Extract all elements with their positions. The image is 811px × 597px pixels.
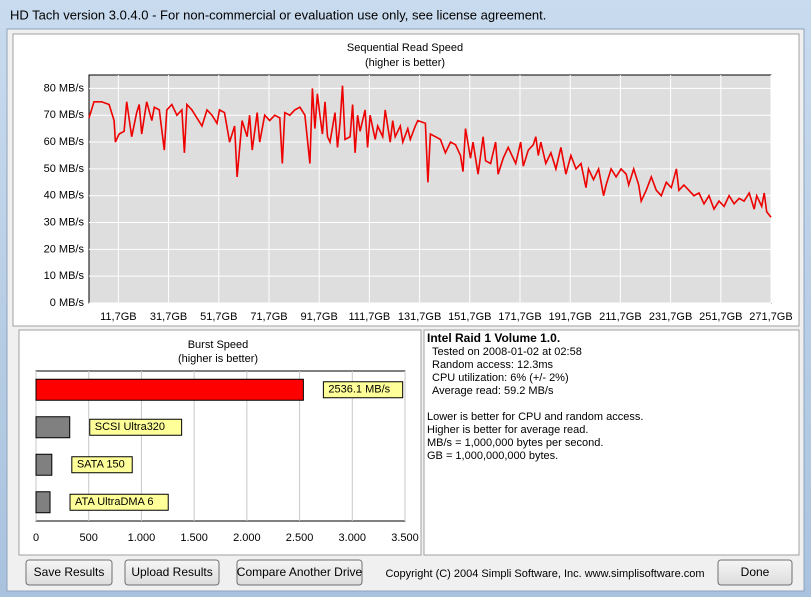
button-label[interactable]: Upload Results [131, 565, 212, 579]
category-label: ATA UltraDMA 6 [75, 496, 153, 508]
y-tick-label: 80 MB/s [44, 82, 85, 94]
copyright: Copyright (C) 2004 Simpli Software, Inc.… [385, 568, 704, 580]
x-tick-label: 11,7GB [100, 311, 137, 323]
info-note: Lower is better for CPU and random acces… [427, 411, 643, 423]
button[interactable] [236, 559, 363, 586]
y-tick-label: 60 MB/s [44, 136, 85, 148]
info-stat: Average read: 59.2 MB/s [432, 385, 554, 397]
x-tick-label: 151,7GB [448, 311, 491, 323]
x-tick-label: 91,7GB [301, 311, 338, 323]
info-stat: CPU utilization: 6% (+/- 2%) [432, 372, 569, 384]
x-tick-label: 1.000 [128, 532, 156, 544]
category-label: SCSI Ultra320 [95, 421, 165, 433]
bar [35, 453, 53, 476]
button-label[interactable]: Done [741, 565, 770, 579]
info-note: MB/s = 1,000,000 bytes per second. [427, 437, 603, 449]
y-tick-label: 20 MB/s [44, 243, 85, 255]
chart-subtitle: (higher is better) [365, 57, 445, 69]
read-speed-line [88, 85, 772, 218]
info-panel [423, 329, 800, 556]
x-tick-label: 2.500 [286, 532, 314, 544]
window-title: HD Tach version 3.0.4.0 - For non-commer… [10, 7, 546, 22]
x-tick-label: 31,7GB [150, 311, 187, 323]
y-tick-label: 40 MB/s [44, 190, 85, 202]
y-tick-label: 0 MB/s [50, 297, 85, 309]
bar-label-box [69, 493, 169, 511]
x-tick-label: 500 [80, 532, 98, 544]
chart-title: Sequential Read Speed [347, 42, 463, 54]
x-tick-label: 1.500 [180, 532, 208, 544]
x-tick-label: 231,7GB [649, 311, 692, 323]
x-tick-label: 131,7GB [398, 311, 441, 323]
chart-title: Burst Speed [188, 339, 249, 351]
bar [35, 491, 51, 514]
x-tick-label: 191,7GB [548, 311, 591, 323]
x-tick-label: 111,7GB [348, 311, 390, 323]
bar-label-box [89, 418, 183, 436]
x-tick-label: 3.000 [339, 532, 367, 544]
chart-subtitle: (higher is better) [178, 353, 258, 365]
bar [35, 378, 304, 401]
bar-label-box [322, 381, 404, 399]
x-tick-label: 0 [33, 532, 39, 544]
button[interactable] [717, 559, 793, 586]
button-label[interactable]: Compare Another Drive [237, 565, 363, 579]
button[interactable] [25, 559, 113, 586]
x-tick-label: 3.500 [391, 532, 419, 544]
info-stat: Random access: 12.3ms [432, 359, 554, 371]
bar [35, 416, 71, 439]
x-tick-label: 171,7GB [498, 311, 541, 323]
info-heading: Intel Raid 1 Volume 1.0. [427, 331, 560, 345]
y-tick-label: 50 MB/s [44, 163, 85, 175]
info-note: GB = 1,000,000,000 bytes. [427, 450, 558, 462]
x-tick-label: 2.000 [233, 532, 261, 544]
x-tick-label: 71,7GB [250, 311, 287, 323]
value-label: 2536.1 MB/s [328, 384, 390, 396]
x-tick-label: 51,7GB [200, 311, 237, 323]
info-note: Higher is better for average read. [427, 424, 588, 436]
x-tick-label: 211,7GB [599, 311, 642, 323]
y-tick-label: 30 MB/s [44, 216, 85, 228]
category-label: SATA 150 [77, 459, 125, 471]
x-tick-label: 251,7GB [699, 311, 742, 323]
y-tick-label: 10 MB/s [44, 270, 85, 282]
info-stat: Tested on 2008-01-02 at 02:58 [432, 346, 582, 358]
bar-label-box [71, 456, 133, 474]
y-tick-label: 70 MB/s [44, 109, 85, 121]
button-label[interactable]: Save Results [34, 565, 105, 579]
x-tick-label: 271,7GB [749, 311, 792, 323]
button[interactable] [124, 559, 220, 586]
